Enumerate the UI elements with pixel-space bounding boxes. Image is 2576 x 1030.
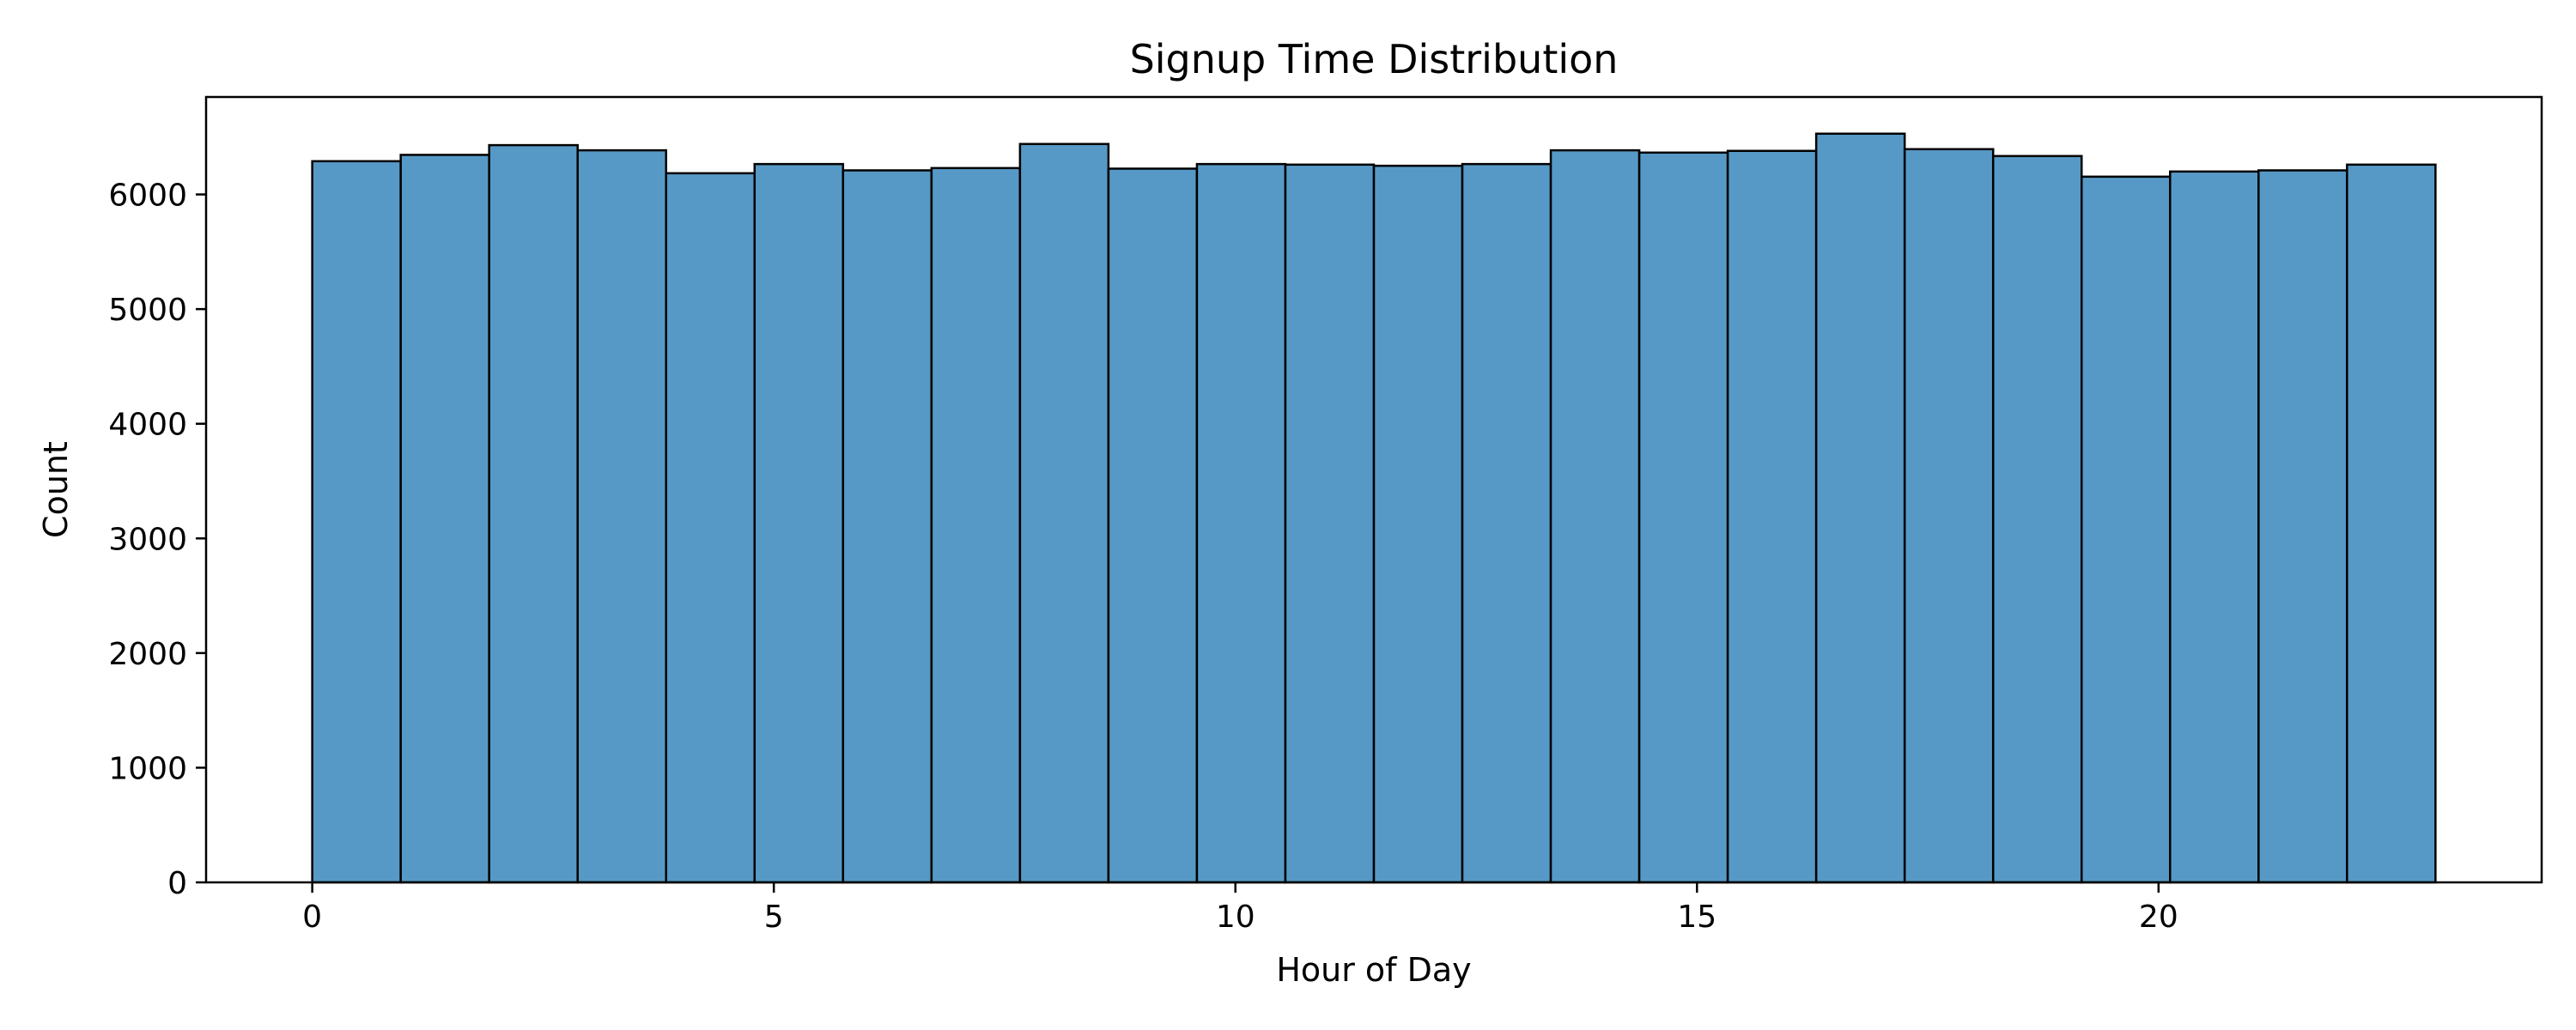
chart-title: Signup Time Distribution bbox=[1130, 36, 1619, 82]
histogram-bar bbox=[1726, 149, 1818, 884]
histogram-bar bbox=[2080, 175, 2172, 884]
histogram-bar bbox=[1284, 163, 1376, 884]
histogram-bar bbox=[1018, 142, 1110, 884]
histogram-bar bbox=[311, 160, 402, 884]
x-tick-label: 10 bbox=[1216, 900, 1255, 935]
y-tick-label: 6000 bbox=[108, 179, 187, 214]
y-tick-label: 1000 bbox=[108, 751, 187, 786]
y-axis-label: Count bbox=[37, 441, 75, 538]
histogram-bar bbox=[2346, 163, 2437, 884]
y-tick-label: 0 bbox=[167, 866, 187, 901]
y-tick-label: 4000 bbox=[108, 408, 187, 443]
histogram-bar bbox=[399, 154, 490, 884]
y-tick-label: 3000 bbox=[108, 522, 187, 557]
x-axis-label: Hour of Day bbox=[1276, 951, 1471, 989]
histogram-bar bbox=[665, 172, 756, 884]
x-tick-label: 5 bbox=[764, 900, 784, 935]
histogram-bar bbox=[1107, 167, 1199, 884]
histogram-bar bbox=[1991, 154, 2083, 884]
histogram-bar bbox=[2257, 169, 2348, 884]
histogram-bar bbox=[2169, 170, 2260, 884]
histogram-bar bbox=[1372, 164, 1464, 884]
y-tick-label: 2000 bbox=[108, 637, 187, 672]
y-tick-label: 5000 bbox=[108, 293, 187, 328]
histogram-bar bbox=[576, 148, 668, 884]
histogram-bar bbox=[1195, 162, 1287, 884]
x-tick-label: 0 bbox=[302, 900, 322, 935]
histogram-bar bbox=[753, 162, 845, 884]
x-axis-ticks: 0 5 10 15 20 bbox=[302, 882, 2178, 935]
histogram-bar bbox=[1814, 132, 1906, 884]
histogram-bar bbox=[930, 167, 1022, 884]
histogram-bar bbox=[1903, 148, 1995, 884]
histogram-bar bbox=[1637, 151, 1729, 884]
y-axis-ticks: 0 1000 2000 3000 4000 5000 6000 bbox=[108, 179, 206, 901]
plot-frame bbox=[204, 95, 2543, 884]
x-tick-label: 15 bbox=[1677, 900, 1716, 935]
x-tick-label: 20 bbox=[2139, 900, 2178, 935]
histogram-bar bbox=[1461, 162, 1552, 884]
histogram-bars bbox=[311, 132, 2437, 884]
histogram-bar bbox=[841, 169, 933, 884]
histogram-bar bbox=[488, 143, 579, 884]
histogram-bar bbox=[1549, 148, 1641, 884]
